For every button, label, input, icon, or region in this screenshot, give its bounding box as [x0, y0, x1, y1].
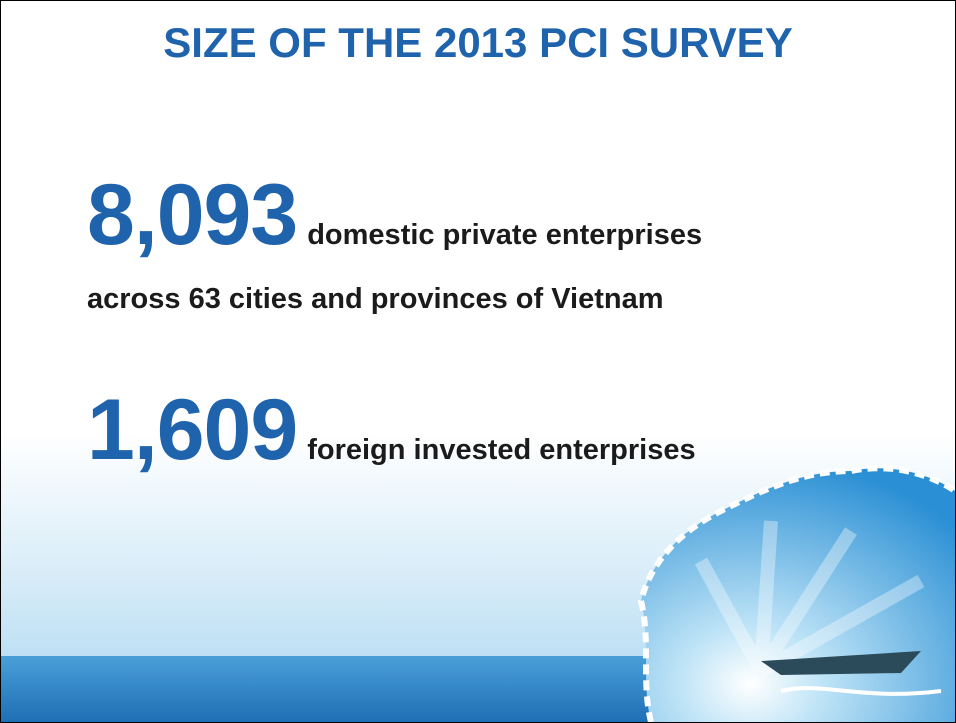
- boat: [761, 651, 921, 675]
- stat-number: 8,093: [87, 167, 298, 263]
- title: SIZE OF THE 2013 PCI SURVEY: [163, 19, 793, 66]
- stat-detail: across 63 cities and provinces of Vietna…: [87, 283, 664, 315]
- stat-row: 8,093 domestic private enterprises: [87, 166, 702, 265]
- wave-crest: [637, 465, 955, 722]
- stat-text: domestic private enterprises: [307, 219, 703, 251]
- sun-rays: [694, 520, 925, 678]
- spray: [780, 686, 942, 696]
- stat-row: 1,609 foreign invested enterprises: [87, 381, 696, 480]
- stat-text: foreign invested enterprises: [307, 434, 696, 466]
- stat-number: 1,609: [87, 382, 298, 478]
